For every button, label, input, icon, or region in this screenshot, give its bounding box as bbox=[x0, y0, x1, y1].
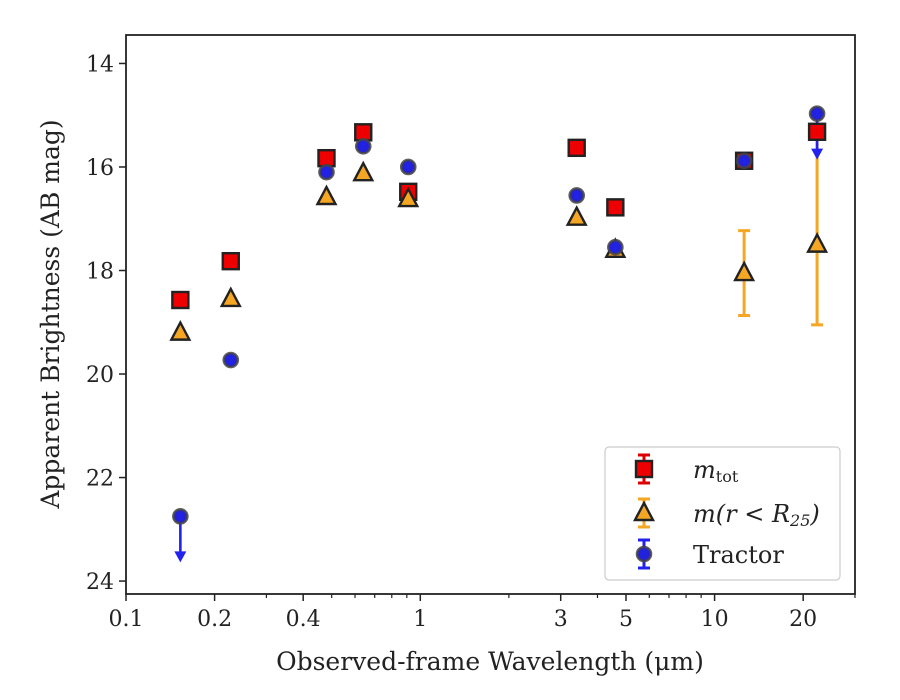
triangle-point bbox=[806, 232, 829, 253]
x-tick-label: 5 bbox=[619, 607, 633, 632]
legend-square-marker bbox=[634, 459, 654, 479]
x-tick-label: 0.2 bbox=[197, 607, 232, 632]
y-axis-label: Apparent Brightness (AB mag) bbox=[36, 119, 65, 509]
triangle-point bbox=[219, 286, 242, 308]
legend: mtot m(r < R25) Tractor bbox=[604, 446, 841, 581]
x-axis-label: Observed-frame Wavelength (μm) bbox=[276, 647, 704, 676]
y-tick-label: 20 bbox=[86, 363, 114, 388]
triangle-point bbox=[397, 186, 420, 208]
legend-circle-marker bbox=[635, 545, 653, 563]
y-tick-label: 22 bbox=[86, 467, 114, 492]
legend-label-tractor: Tractor bbox=[693, 541, 784, 569]
triangle-point bbox=[565, 205, 588, 226]
square-point bbox=[171, 290, 190, 310]
triangle-point bbox=[352, 160, 375, 182]
data-points bbox=[169, 105, 829, 525]
triangle-point bbox=[315, 184, 338, 206]
x-tick-label: 3 bbox=[554, 607, 568, 632]
square-point bbox=[807, 122, 827, 141]
axis-ticks: 0.1 0.2 0.4 1 3 5 10 20 14 16 18 20 22 24 bbox=[86, 52, 856, 632]
x-tick-label: 1 bbox=[413, 607, 427, 632]
legend-label-mr25: m(r < R25) bbox=[693, 500, 820, 530]
y-tick-label: 24 bbox=[86, 570, 114, 595]
y-tick-label: 14 bbox=[86, 52, 114, 77]
triangle-point bbox=[733, 260, 756, 282]
legend-box bbox=[604, 446, 841, 581]
y-tick-label: 16 bbox=[86, 156, 114, 181]
legend-triangle-marker bbox=[633, 500, 655, 522]
plot-frame bbox=[125, 34, 856, 595]
legend-label-mtot: mtot bbox=[693, 456, 739, 486]
x-tick-label: 20 bbox=[789, 607, 817, 632]
x-tick-label: 0.4 bbox=[286, 607, 321, 632]
square-point bbox=[567, 138, 586, 158]
triangle-point bbox=[169, 320, 192, 341]
legend-markers bbox=[633, 453, 655, 570]
upper-limit-arrowhead bbox=[811, 148, 824, 160]
x-tick-label: 10 bbox=[701, 607, 729, 632]
square-point bbox=[317, 148, 336, 168]
square-point bbox=[221, 251, 240, 271]
square-point bbox=[354, 123, 373, 142]
square-point bbox=[606, 198, 625, 217]
y-tick-label: 18 bbox=[86, 260, 114, 285]
x-tick-label: 0.1 bbox=[109, 607, 144, 632]
upper-limit-arrowhead bbox=[174, 551, 187, 563]
